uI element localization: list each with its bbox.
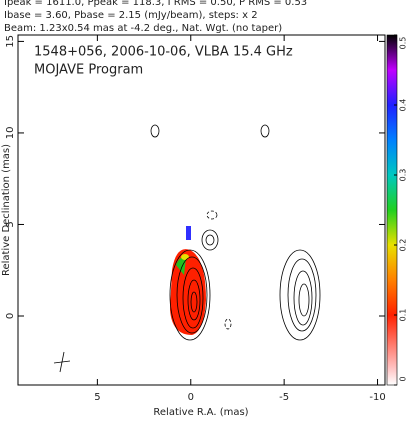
emission [186,226,191,240]
emission [181,254,189,260]
x-tick-label: -5 [279,392,289,403]
y-tick-label: 15 [5,35,16,48]
x-axis-label: Relative R.A. (mas) [153,407,248,418]
image [53,124,321,373]
header-line: Beam: 1.23x0.54 mas at -4.2 deg., Nat. W… [4,23,282,34]
colorbar-tick-label: 0.3 [399,169,408,182]
emission [176,257,186,275]
y-tick-label: 10 [5,127,16,140]
colorbar-tick-label: 0.1 [399,309,408,322]
plot-frame [17,34,386,386]
y-tick-label: 0 [5,313,16,319]
chart-subtitle: MOJAVE Program [34,63,143,78]
colorbar-tick-label: 0 [399,376,408,381]
y-tick-label: 5 [5,221,16,227]
x-tick-label: 5 [94,392,100,403]
colorbar-tick-label: 0.2 [399,239,408,252]
colorbar [386,34,398,386]
colorbar-tick-label: 0.5 [399,37,408,50]
x-tick-label: 0 [188,392,194,403]
chart-title: 1548+056, 2006-10-06, VLBA 15.4 GHz [34,45,293,60]
colorbar-tick-label: 0.4 [399,99,408,112]
emission [170,249,206,335]
x-tick-label: -10 [369,392,385,403]
header-line: Ibase = 3.60, Pbase = 2.15 (mJy/beam), s… [4,10,258,21]
y-axis-label: Relative Declination (mas) [1,144,12,276]
contours [53,124,321,373]
header-line: Ipeak = 1611.0, Ppeak = 118.3, I RMS = 0… [4,0,307,8]
